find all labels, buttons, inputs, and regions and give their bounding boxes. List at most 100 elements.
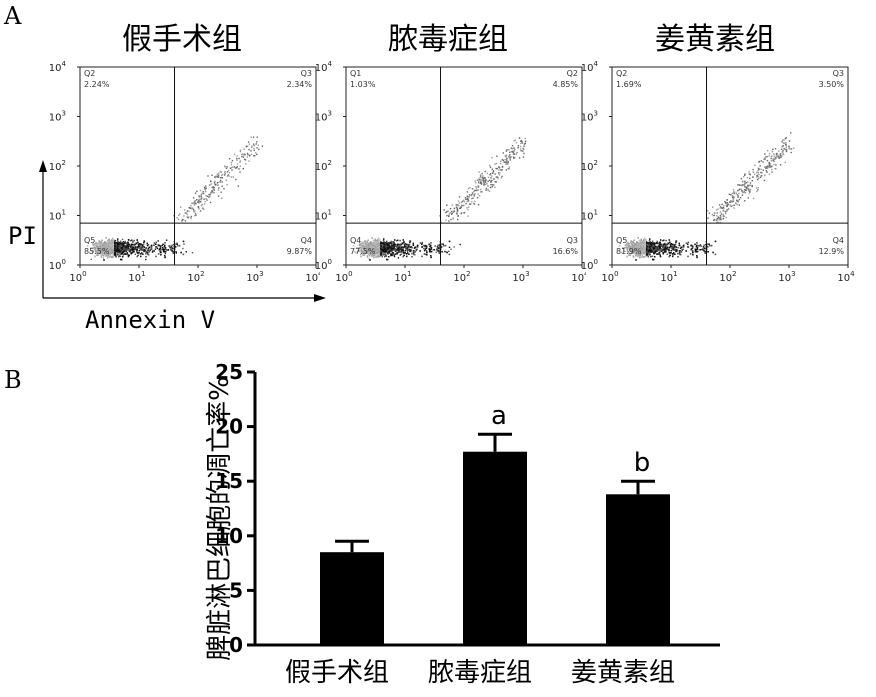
flow-event-dot (122, 245, 124, 247)
flow-event-dot (383, 243, 385, 245)
flow-event-dot (478, 178, 480, 180)
flow-event-dot (218, 176, 220, 178)
flow-event-dot (199, 189, 202, 192)
flow-event-dot (452, 218, 454, 220)
flow-event-dot (384, 248, 387, 250)
flow-event-dot (477, 189, 480, 191)
flow-event-dot (169, 245, 171, 247)
quadrant-name: Q5 (84, 236, 95, 245)
flow-event-dot (408, 244, 410, 246)
flow-event-dot (414, 246, 416, 249)
flow-event-dot (404, 244, 406, 246)
flow-event-dot (423, 247, 425, 250)
flow-event-dot (199, 210, 202, 212)
flow-event-dot (419, 242, 422, 244)
flow-event-dot (213, 186, 215, 189)
flow-event-dot (164, 247, 167, 249)
flow-event-dot (482, 179, 484, 181)
flow-event-dot (134, 253, 136, 255)
flow-event-dot (513, 147, 515, 149)
flow-event-dot (505, 169, 507, 171)
flow-event-dot (140, 248, 142, 250)
flow-event-dot (439, 243, 441, 246)
flow-event-dot (425, 253, 427, 256)
flow-event-dot (144, 250, 146, 252)
flow-event-dot (139, 247, 141, 249)
flow-event-dot (217, 195, 220, 197)
flow-event-dot (400, 251, 403, 253)
flow-event-dot (443, 245, 445, 247)
flow-event-dot (137, 254, 139, 257)
flow-event-dot (484, 177, 486, 179)
flow-event-dot (158, 244, 161, 247)
flow-event-dot (193, 201, 195, 203)
flow-event-dot (483, 177, 486, 179)
flow-event-dot (164, 252, 167, 255)
flow-event-dot (246, 156, 248, 158)
flow-event-dot (142, 253, 144, 255)
flow-event-dot (483, 183, 485, 185)
flow-event-dot (193, 210, 195, 212)
flow-event-dot (480, 183, 483, 185)
flow-event-dot (382, 254, 385, 256)
flow-event-dot (114, 253, 116, 256)
flow-event-dot (495, 181, 498, 183)
flow-event-dot (170, 249, 172, 251)
quadrant-name: Q4 (301, 236, 312, 245)
flow-event-dot (396, 245, 398, 247)
flow-event-dot (387, 243, 389, 245)
flow-event-dot (471, 188, 474, 190)
flow-event-dot (247, 145, 249, 147)
flow-event-dot (382, 250, 385, 252)
flow-event-dot (239, 161, 241, 163)
flow-event-dot (466, 198, 469, 200)
flow-event-dot (175, 243, 177, 245)
flow-event-dot (413, 250, 415, 252)
flow-event-dot (223, 165, 226, 167)
flow-event-dot (392, 246, 394, 248)
quadrant-label-bg (548, 235, 580, 259)
flow-event-dot (203, 186, 206, 189)
flow-event-dot (397, 257, 400, 259)
flow-event-dot (242, 168, 244, 170)
flow-event-dot (403, 241, 405, 243)
flow-event-dot (116, 250, 119, 252)
flow-event-dot (438, 245, 441, 247)
flow-event-dot (229, 167, 232, 169)
flow-event-dot (194, 210, 196, 212)
flow-event-dot (384, 242, 386, 245)
flow-event-dot (429, 246, 432, 248)
flow-event-dot (430, 244, 432, 247)
flow-event-dot (458, 202, 461, 204)
flow-event-dot (521, 141, 523, 143)
flow-event-dot (398, 246, 400, 249)
flow-event-dot (382, 249, 385, 251)
flow-event-dot (183, 243, 185, 245)
flow-event-dot (132, 241, 134, 243)
flow-event-dot (391, 242, 393, 244)
flow-event-dot (175, 252, 177, 254)
flow-event-dot (194, 212, 197, 215)
flow-event-dot (387, 245, 389, 247)
flow-event-dot (123, 242, 126, 244)
flow-event-dot (172, 252, 174, 254)
flow-event-dot (244, 153, 246, 156)
flow-event-dot (436, 246, 439, 248)
flow-event-dot (393, 245, 395, 248)
flow-event-dot (121, 243, 124, 246)
flow-event-dot (198, 196, 201, 198)
flow-event-dot (448, 215, 450, 218)
flow-event-dot (524, 140, 527, 142)
flow-event-dot (392, 253, 394, 255)
flow-event-dot (446, 204, 448, 206)
flow-event-dot (123, 247, 126, 249)
flow-event-dot (387, 242, 389, 244)
flow-event-dot (459, 243, 461, 246)
flow-event-dot (406, 249, 408, 251)
flow-event-dot (488, 179, 491, 181)
flow-event-dot (471, 192, 474, 194)
flow-event-dot (404, 250, 406, 252)
flow-event-dot (500, 160, 502, 162)
flow-event-dot (463, 212, 466, 214)
flow-event-dot (411, 247, 413, 249)
